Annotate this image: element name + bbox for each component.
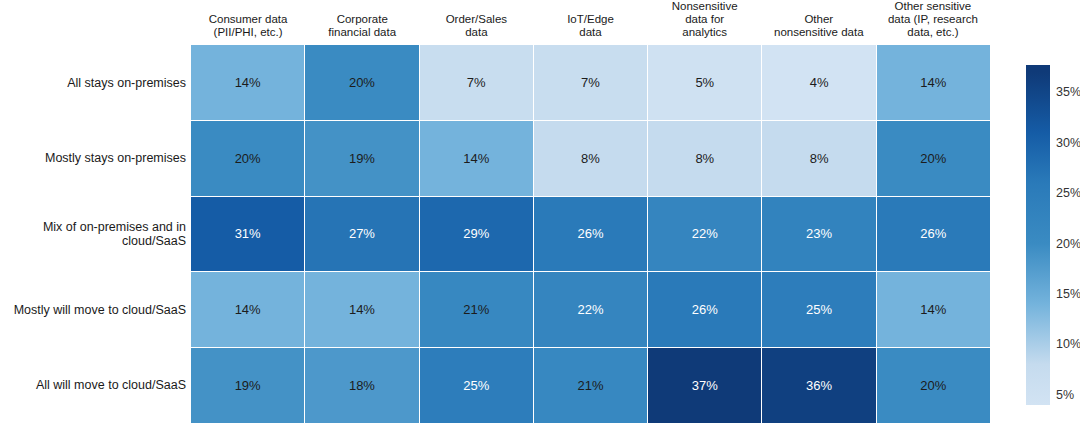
heatmap-grid: 14%20%7%7%5%4%14%20%19%14%8%8%8%20%31%27… — [191, 45, 990, 423]
heatmap-cell: 19% — [305, 121, 418, 196]
colorbar-gradient — [1026, 65, 1050, 405]
colorbar-tick-label: 25% — [1056, 185, 1080, 201]
column-header: Nonsensitivedata foranalytics — [648, 0, 762, 45]
heatmap-cell: 14% — [191, 45, 304, 120]
colorbar-tick-label: 5% — [1056, 387, 1080, 403]
colorbar-tick-label: 20% — [1056, 236, 1080, 252]
colorbar-tick-label: 15% — [1056, 286, 1080, 302]
heatmap-cell: 21% — [420, 272, 533, 347]
heatmap-cell: 20% — [877, 121, 990, 196]
heatmap-cell: 14% — [305, 272, 418, 347]
column-header: Order/Salesdata — [419, 0, 533, 45]
column-headers: Consumer data(PII/PHI, etc.)Corporatefin… — [191, 0, 990, 43]
colorbar-tick-label: 10% — [1056, 336, 1080, 352]
column-header: Othernonsensitive data — [762, 0, 876, 45]
row-label: Mostly will move to cloud/SaaS — [0, 272, 186, 348]
heatmap-cell: 29% — [420, 197, 533, 272]
row-label: All stays on-premises — [0, 45, 186, 121]
heatmap-cell: 4% — [762, 45, 875, 120]
heatmap-cell: 26% — [877, 197, 990, 272]
heatmap-cell: 14% — [877, 272, 990, 347]
colorbar-tick-label: 30% — [1056, 135, 1080, 151]
heatmap-cell: 8% — [762, 121, 875, 196]
heatmap-cell: 26% — [648, 272, 761, 347]
colorbar-tick-label: 35% — [1056, 84, 1080, 100]
heatmap-cell: 21% — [534, 348, 647, 423]
heatmap-cell: 20% — [877, 348, 990, 423]
heatmap-cell: 20% — [305, 45, 418, 120]
row-labels: All stays on-premisesMostly stays on-pre… — [0, 45, 186, 423]
heatmap-cell: 31% — [191, 197, 304, 272]
column-header: Consumer data(PII/PHI, etc.) — [191, 0, 305, 45]
heatmap-cell: 36% — [762, 348, 875, 423]
heatmap-cell: 14% — [191, 272, 304, 347]
heatmap-cell: 20% — [191, 121, 304, 196]
heatmap-cell: 22% — [534, 272, 647, 347]
heatmap-cell: 23% — [762, 197, 875, 272]
heatmap-cell: 18% — [305, 348, 418, 423]
heatmap-cell: 7% — [534, 45, 647, 120]
heatmap-chart: Consumer data(PII/PHI, etc.)Corporatefin… — [0, 0, 1080, 427]
heatmap-cell: 8% — [648, 121, 761, 196]
heatmap-cell: 25% — [762, 272, 875, 347]
heatmap-cell: 14% — [420, 121, 533, 196]
heatmap-cell: 14% — [877, 45, 990, 120]
heatmap-cell: 22% — [648, 197, 761, 272]
heatmap-cell: 37% — [648, 348, 761, 423]
heatmap-cell: 19% — [191, 348, 304, 423]
heatmap-cell: 8% — [534, 121, 647, 196]
column-header: Other sensitivedata (IP, researchdata, e… — [876, 0, 990, 45]
column-header: Corporatefinancial data — [305, 0, 419, 45]
heatmap-cell: 5% — [648, 45, 761, 120]
heatmap-cell: 27% — [305, 197, 418, 272]
heatmap-cell: 25% — [420, 348, 533, 423]
column-header: IoT/Edgedata — [533, 0, 647, 45]
heatmap-cell: 26% — [534, 197, 647, 272]
row-label: Mostly stays on-premises — [0, 121, 186, 197]
row-label: All will move to cloud/SaaS — [0, 347, 186, 423]
heatmap-cell: 7% — [420, 45, 533, 120]
row-label: Mix of on-premises and in cloud/SaaS — [0, 196, 186, 272]
